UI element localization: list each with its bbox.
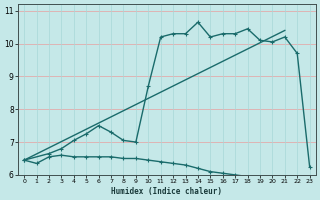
X-axis label: Humidex (Indice chaleur): Humidex (Indice chaleur) [111,187,222,196]
